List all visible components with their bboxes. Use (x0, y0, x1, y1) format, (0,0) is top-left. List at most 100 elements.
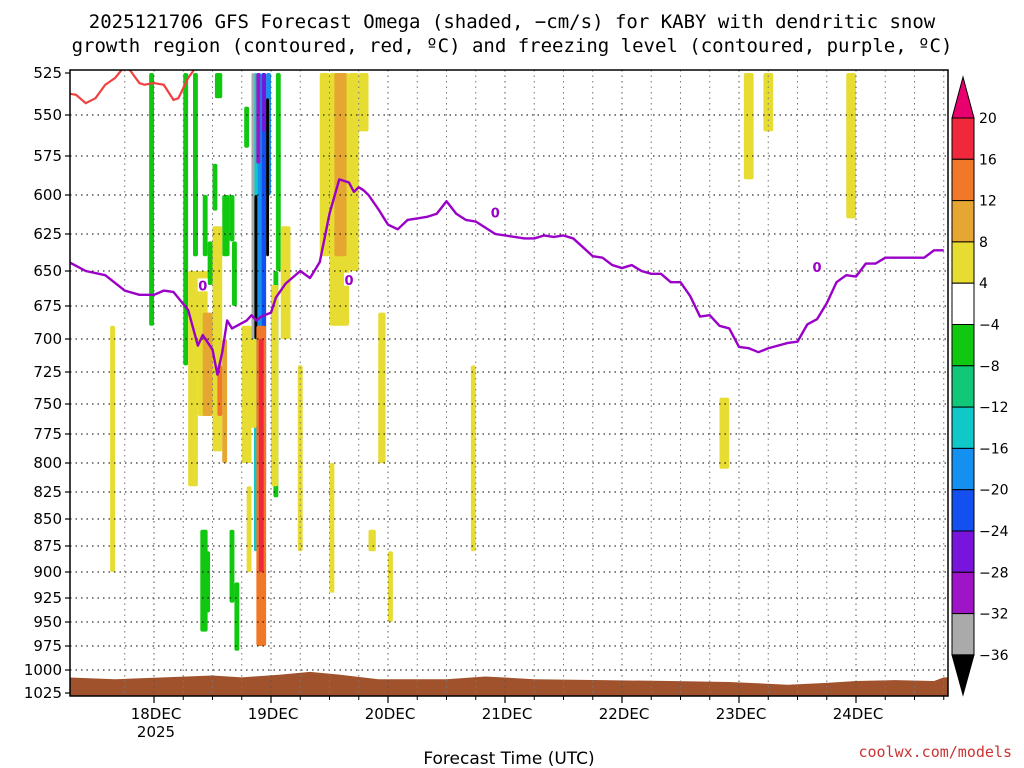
y-tick-label: 1025 (24, 684, 62, 702)
freezing-level-label: 0 (812, 261, 821, 276)
omega-cell (229, 195, 235, 242)
contour-label-bg (978, 294, 988, 307)
omega-cell (358, 73, 369, 132)
colorbar-swatch (951, 241, 975, 284)
contour-label-bg (344, 272, 354, 286)
x-axis-title: Forecast Time (UTC) (423, 749, 594, 768)
colorbar-swatch (951, 613, 975, 656)
omega-cell (222, 339, 228, 463)
y-tick-label: 1000 (24, 661, 62, 679)
contour-label-bg (197, 278, 208, 292)
colorbar-swatch (951, 158, 975, 202)
colorbar-label: 12 (979, 194, 997, 210)
freezing-level-label: 0 (491, 207, 500, 222)
y-tick-label: 750 (33, 395, 62, 413)
omega-cell (254, 195, 258, 339)
colorbar-label: 8 (979, 235, 988, 251)
colorbar-label: −28 (979, 565, 1009, 581)
y-tick-label: 950 (33, 613, 62, 631)
colorbar-label: −32 (979, 607, 1009, 623)
omega-cell (232, 241, 237, 306)
omega-cell (229, 529, 235, 603)
colorbar-label: 4 (979, 276, 988, 292)
y-tick-label: 725 (33, 363, 62, 381)
colorbar-label: 16 (979, 152, 997, 168)
omega-cell (271, 285, 279, 487)
omega-cell (251, 339, 257, 428)
colorbar-swatch (951, 406, 975, 449)
x-tick-label: 21DEC (482, 705, 533, 723)
x-tick-label: 18DEC (131, 705, 182, 723)
omega-cell (256, 73, 261, 164)
x-tick-label: 24DEC (833, 705, 884, 723)
omega-shading (110, 73, 856, 651)
omega-cell (217, 365, 223, 416)
omega-cell (743, 73, 754, 180)
y-tick-label: 900 (33, 563, 62, 581)
freezing-level-contour: 0 0 0 0 0 (70, 178, 988, 376)
y-tick-label: 525 (33, 64, 62, 82)
colorbar-label: 20 (979, 111, 997, 127)
chart-title-line-2: growth region (contoured, red, ºC) and f… (72, 35, 953, 57)
y-tick-label: 775 (33, 425, 62, 443)
omega-cell (202, 312, 213, 416)
colorbar-swatch (951, 571, 975, 615)
y-tick-label: 925 (33, 589, 62, 607)
y-tick-label: 875 (33, 537, 62, 555)
omega-cell (188, 271, 198, 487)
dgz-contour-line (70, 70, 195, 105)
colorbar-top-arrow (951, 75, 975, 119)
freezing-level-line (70, 178, 944, 376)
colorbar-swatch (951, 447, 975, 491)
colorbar-swatch (951, 200, 975, 243)
freezing-level-label: 0 (198, 279, 207, 294)
colorbar-swatch (951, 117, 975, 160)
omega-cell (241, 325, 252, 463)
plot-frame (69, 69, 949, 697)
contour-label-bg (490, 205, 501, 219)
colorbar-label: −20 (979, 483, 1009, 499)
omega-cell (319, 73, 330, 257)
omega-cell (334, 73, 347, 257)
omega-cell (719, 397, 730, 469)
freezing-level-label: 0 (978, 295, 987, 310)
colorbar: 20 16 12 8 4 −4 −8 −12 −16 −20 −24 −28 −32 −36 (951, 75, 1009, 697)
omega-cell (297, 365, 303, 552)
omega-cell (275, 73, 281, 271)
omega-cell (207, 241, 213, 285)
omega-cell (266, 98, 270, 257)
omega-cell (378, 312, 386, 463)
omega-cell (205, 551, 211, 613)
colorbar-swatch (951, 365, 975, 408)
colorbar-label: −8 (979, 359, 1000, 375)
freezing-level-label: 0 (344, 274, 353, 289)
omega-cell (258, 339, 264, 572)
omega-cell (251, 73, 255, 366)
colorbar-bottom-arrow (951, 654, 975, 697)
omega-cell (193, 179, 198, 257)
omega-cell (262, 73, 267, 132)
omega-cell (470, 365, 476, 552)
colorbar-swatch (951, 324, 975, 367)
x-tick-label: 19DEC (248, 705, 299, 723)
omega-cell (202, 195, 208, 257)
credit-text: coolwx.com/models (858, 743, 1012, 761)
omega-cell (368, 529, 376, 552)
omega-cell (149, 73, 154, 326)
colorbar-swatch (951, 489, 975, 532)
y-tick-label: 800 (33, 454, 62, 472)
colorbar-swatch (951, 282, 975, 326)
dendritic-growth-contour (70, 70, 195, 105)
y-tick-label: 850 (33, 510, 62, 528)
omega-cell (763, 73, 774, 132)
y-axis-ticks: 525 550 575 600 625 650 675 700 725 750 775 800 825 8… (24, 64, 70, 702)
grid (70, 70, 948, 696)
x-tick-label: 20DEC (365, 705, 416, 723)
colorbar-label: −24 (979, 524, 1009, 540)
colorbar-swatch (951, 530, 975, 573)
omega-cell (388, 551, 393, 622)
y-tick-label: 975 (33, 637, 62, 655)
terrain-surface (70, 671, 948, 696)
x-tick-sublabel: 2025 (137, 723, 175, 741)
